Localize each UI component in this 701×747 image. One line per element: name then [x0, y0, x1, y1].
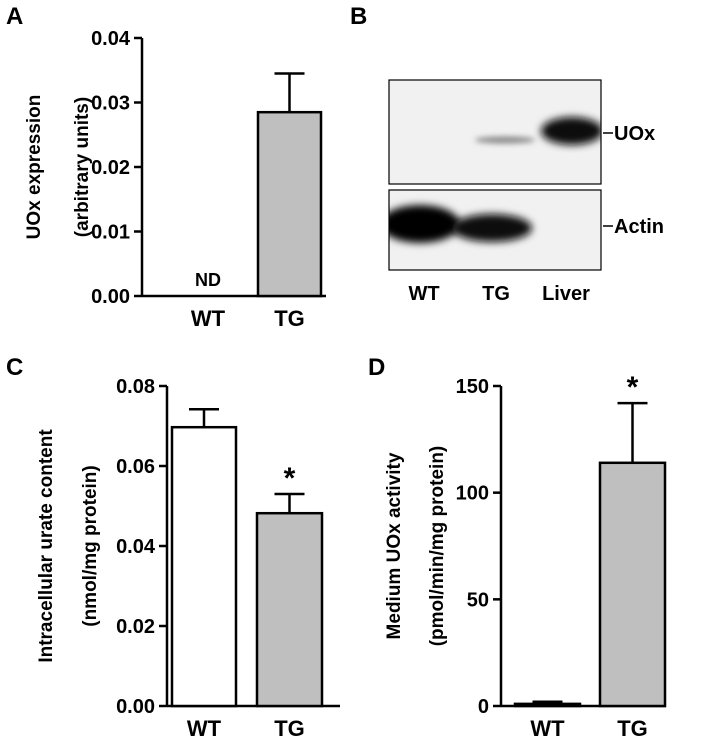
y-axis-title: (nmol/mg protein): [80, 465, 101, 626]
y-axis-title: Intracellular urate content: [36, 429, 57, 663]
band-uox-liver: [541, 117, 601, 145]
chart-panel-d: 0 50 100 150 Medium UOx activity (pmol/min/mg…: [384, 371, 667, 741]
y-tick-label: 0.04: [116, 536, 156, 558]
y-axis-title: (arbitrary units): [72, 97, 93, 237]
panel-letter-a: A: [6, 3, 23, 30]
y-tick-label: 0.00: [91, 286, 130, 308]
blot-lane-label-wt: WT: [408, 283, 439, 305]
y-tick-label: 0.02: [91, 157, 130, 179]
not-detected-label: ND: [195, 270, 221, 290]
x-category-label: TG: [617, 716, 648, 741]
y-axis-title: Medium UOx activity: [384, 452, 405, 639]
y-tick-label: 0: [478, 696, 489, 718]
band-actin-tg: [452, 214, 532, 242]
bar: [256, 110, 323, 298]
y-tick-label: 100: [456, 483, 489, 505]
significance-asterisk: *: [627, 371, 639, 404]
y-tick-label: 0.04: [91, 28, 131, 50]
y-tick-label: 0.02: [116, 616, 155, 638]
y-tick-label: 0.08: [116, 376, 155, 398]
blot-lane-label-liver: Liver: [542, 283, 590, 305]
chart-panel-c: 0.00 0.02 0.04 0.06 0.08 Intracellular urate …: [36, 376, 340, 741]
x-category-label: TG: [274, 306, 305, 331]
band-actin-wt: [389, 205, 460, 243]
blot-lane-label-tg: TG: [482, 283, 510, 305]
uox-band-label: UOx: [614, 123, 655, 145]
x-category-label: WT: [191, 306, 226, 331]
panel-letter-c: C: [6, 354, 23, 381]
bar: [255, 511, 324, 708]
bar: [513, 702, 582, 708]
significance-asterisk: *: [284, 462, 296, 495]
y-tick-label: 0.06: [116, 456, 155, 478]
y-tick-label: 0.03: [91, 93, 130, 115]
y-tick-label: 150: [456, 376, 489, 398]
y-tick-label: 0.01: [91, 222, 130, 244]
x-category-label: WT: [530, 716, 565, 741]
x-category-label: WT: [187, 716, 222, 741]
panel-letter-d: D: [368, 354, 385, 381]
bar: [170, 425, 238, 708]
western-blot: UOx Actin WT TG Liver: [388, 79, 664, 305]
y-tick-label: 50: [467, 589, 489, 611]
bar: [598, 461, 667, 708]
y-axis-title: UOx expression: [24, 95, 45, 240]
chart-panel-a: 0.00 0.01 0.02 0.03 0.04 UOx expression (arbit…: [24, 28, 326, 331]
y-axis-title: (pmol/min/mg protein): [427, 446, 448, 647]
y-tick-label: 0.00: [116, 696, 155, 718]
x-category-label: TG: [274, 716, 305, 741]
panel-letter-b: B: [350, 3, 367, 30]
band-uox-tg: [475, 136, 535, 144]
actin-band-label: Actin: [614, 216, 664, 238]
